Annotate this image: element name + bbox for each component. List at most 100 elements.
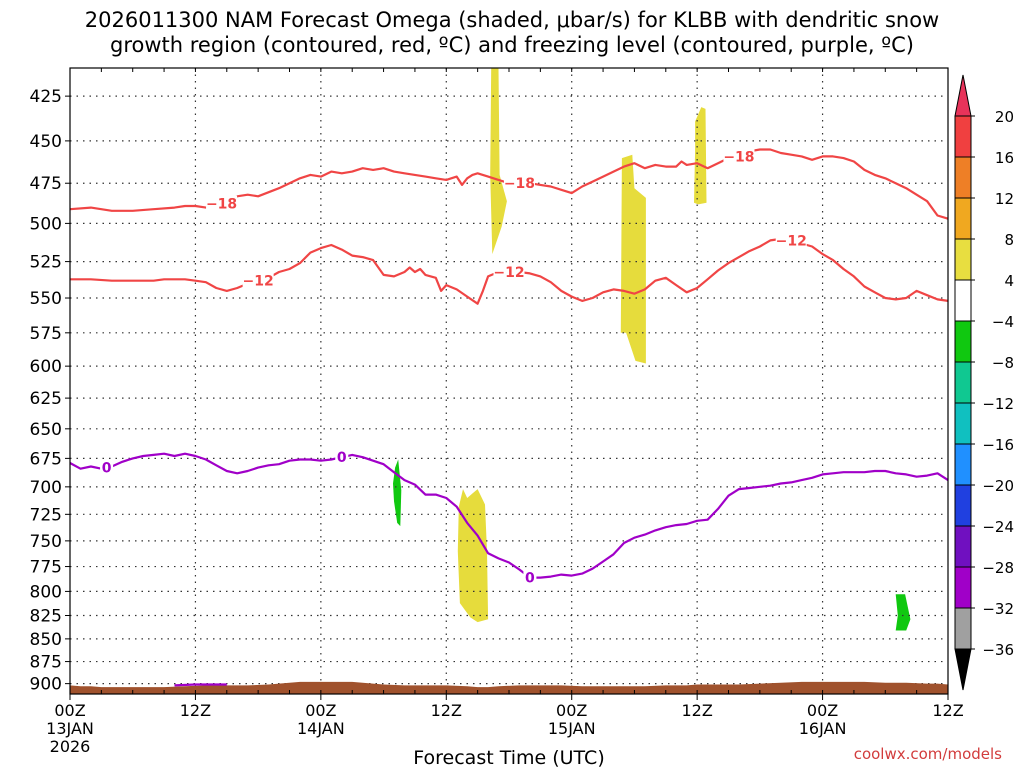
- y-tick-label-575: 575: [30, 324, 62, 344]
- colorbar-label-13: −36: [982, 641, 1014, 659]
- y-tick-label-425: 425: [30, 87, 62, 107]
- y-tick-label-850: 850: [30, 630, 62, 650]
- colorbar-label-5: −4: [992, 313, 1014, 331]
- x-tick-label-0-0: 00Z: [54, 701, 85, 720]
- x-tick-label-6-0: 00Z: [807, 701, 838, 720]
- y-tick-label-550: 550: [30, 289, 62, 309]
- contour-label-bg-2-2: [523, 569, 537, 586]
- contour-label-bg-1-0: [242, 272, 274, 289]
- colorbar-label-0: 20: [995, 108, 1014, 126]
- contour-line-2: [69, 452, 949, 579]
- chart-title-line1: 2026011300 NAM Forecast Omega (shaded, μ…: [84, 8, 940, 32]
- x-tick-label-5-0: 12Z: [681, 701, 712, 720]
- contour-label-bg-1-1: [493, 263, 525, 280]
- omega-shading-layer: [393, 68, 911, 631]
- contour-label-2-1: 0: [337, 450, 347, 466]
- colorbar-label-10: −24: [982, 518, 1014, 536]
- x-tick-label-3-0: 12Z: [431, 701, 462, 720]
- contour-line-0: [69, 148, 949, 220]
- y-tick-label-875: 875: [30, 653, 62, 673]
- y-tick-label-450: 450: [30, 132, 62, 152]
- omega-region-0: [490, 68, 507, 255]
- y-tick-label-525: 525: [30, 253, 62, 273]
- omega-region-2: [694, 107, 707, 205]
- contour-label-bg-2-1: [335, 449, 349, 466]
- x-tick-label-2-0: 00Z: [305, 701, 336, 720]
- colorbar-swatch-5: [954, 279, 972, 322]
- colorbar-swatch-9: [954, 443, 972, 486]
- y-tick-label-725: 725: [30, 505, 62, 525]
- colorbar-swatch-6: [954, 320, 972, 363]
- axes-layer: 425 450 475 500 525 550 575 600 625 650 675 700 725 7…: [30, 68, 964, 756]
- colorbar-label-2: 12: [995, 190, 1014, 208]
- x-tick-label-4-0: 00Z: [556, 701, 587, 720]
- contour-label-1-1: −12: [493, 265, 524, 281]
- y-tick-label-750: 750: [30, 532, 62, 552]
- x-tick-label-2-1: 14JAN: [297, 719, 345, 738]
- contour-label-0-0: −18: [206, 197, 237, 213]
- x-tick-label-0-1: 13JAN: [46, 719, 94, 738]
- credit-text[interactable]: coolwx.com/models: [853, 745, 1002, 763]
- y-tick-label-650: 650: [30, 420, 62, 440]
- y-tick-label-825: 825: [30, 606, 62, 626]
- contour-label-bg-0-2: [723, 148, 755, 165]
- chart-title-line2: growth region (contoured, red, ºC) and f…: [110, 33, 914, 57]
- colorbar-swatch-0: [954, 74, 972, 117]
- colorbar-label-1: 16: [995, 149, 1014, 167]
- colorbar-swatch-2: [954, 156, 972, 199]
- x-tick-label-1-0: 12Z: [180, 701, 211, 720]
- y-tick-label-900: 900: [30, 675, 62, 695]
- colorbar-swatch-1: [954, 115, 972, 158]
- x-tick-label-4-1: 15JAN: [548, 719, 596, 738]
- colorbar-label-11: −28: [982, 559, 1014, 577]
- contour-label-0-2: −18: [723, 149, 754, 165]
- omega-region-3: [457, 489, 489, 623]
- y-tick-label-800: 800: [30, 582, 62, 602]
- contour-line-3: [174, 683, 227, 687]
- contour-label-bg-1-2: [775, 232, 807, 249]
- omega-region-5: [895, 594, 911, 631]
- colorbar-swatch-8: [954, 402, 972, 445]
- contour-label-bg-2-0: [100, 459, 114, 476]
- y-tick-label-675: 675: [30, 449, 62, 469]
- contour-label-bg-0-0: [206, 195, 238, 212]
- colorbar-swatch-11: [954, 525, 972, 568]
- colorbar: 20 16 12 8 4 −4 −8 −12 −16 −20 −24 −28 −32 −36: [954, 74, 1014, 691]
- omega-region-4: [393, 459, 402, 527]
- x-tick-label-7-0: 12Z: [932, 701, 963, 720]
- contour-label-bg-0-1: [503, 175, 535, 192]
- y-tick-label-700: 700: [30, 478, 62, 498]
- y-tick-label-625: 625: [30, 389, 62, 409]
- contour-label-2-2: 0: [525, 571, 535, 587]
- omega-region-1: [620, 154, 646, 364]
- colorbar-label-6: −8: [992, 354, 1014, 372]
- colorbar-swatch-4: [954, 238, 972, 281]
- colorbar-label-4: 4: [1004, 272, 1014, 290]
- contour-label-2-0: 0: [102, 461, 112, 477]
- colorbar-label-7: −12: [982, 395, 1014, 413]
- colorbar-label-3: 8: [1004, 231, 1014, 249]
- plot-frame: [69, 67, 949, 695]
- contour-label-1-2: −12: [776, 233, 807, 249]
- colorbar-swatch-7: [954, 361, 972, 404]
- colorbar-label-8: −16: [982, 436, 1014, 454]
- colorbar-swatch-10: [954, 484, 972, 527]
- grid-layer: [70, 68, 948, 694]
- contour-label-0-1: −18: [504, 176, 535, 192]
- x-tick-label-0-2: 2026: [50, 737, 91, 756]
- y-tick-label-600: 600: [30, 357, 62, 377]
- colorbar-label-12: −32: [982, 600, 1014, 618]
- contour-label-1-0: −12: [243, 274, 274, 290]
- y-tick-label-475: 475: [30, 174, 62, 194]
- colorbar-label-9: −20: [982, 477, 1014, 495]
- colorbar-swatch-14: [954, 648, 972, 691]
- contour-layer: −18 −18 −18 −12 −12 −12 0 0 0: [69, 148, 949, 687]
- colorbar-swatch-3: [954, 197, 972, 240]
- y-tick-label-775: 775: [30, 558, 62, 578]
- colorbar-swatch-12: [954, 566, 972, 609]
- y-tick-label-500: 500: [30, 214, 62, 234]
- colorbar-swatch-13: [954, 607, 972, 650]
- x-axis-label: Forecast Time (UTC): [413, 747, 604, 768]
- x-tick-label-6-1: 16JAN: [799, 719, 847, 738]
